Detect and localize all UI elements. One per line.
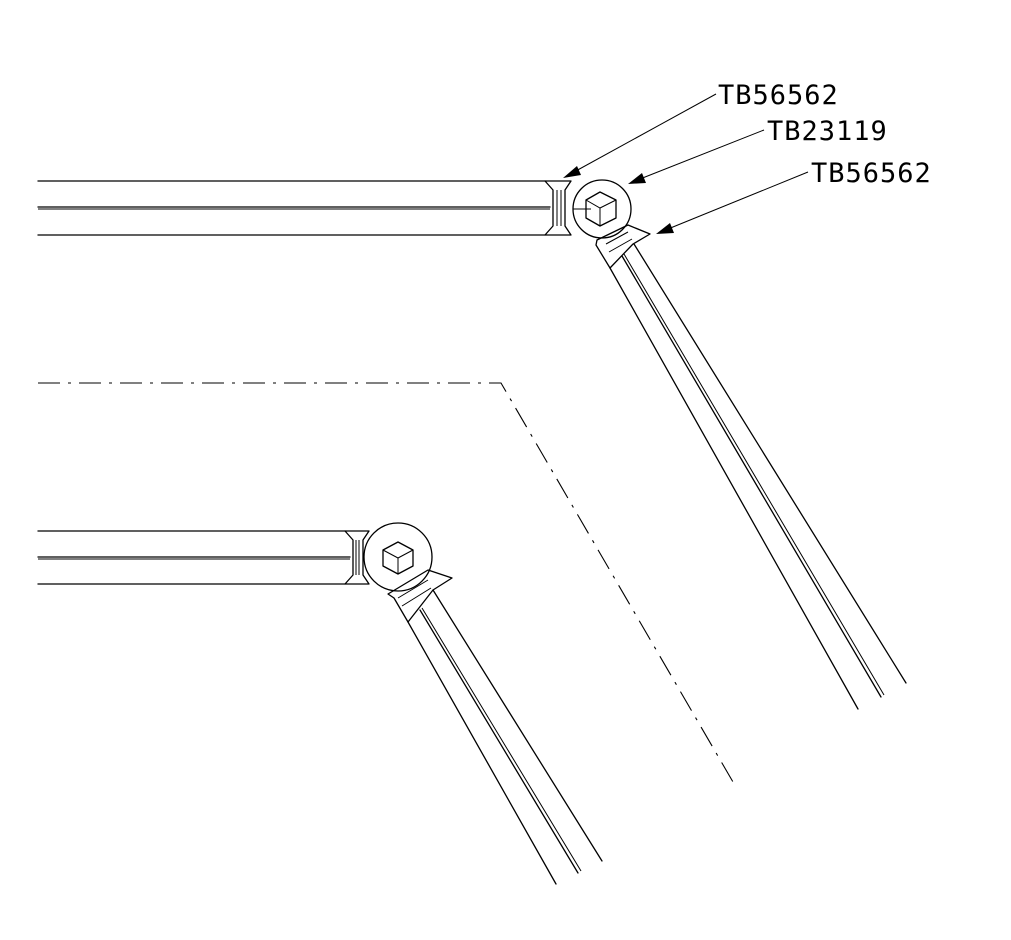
upper-horizontal-profile (37, 180, 551, 236)
lower-diagonal-profile (407, 589, 603, 885)
lower-left-connector-clip (344, 530, 370, 585)
leader-2 (628, 129, 765, 184)
upper-lower-connector-clip (595, 224, 651, 269)
center-line (38, 382, 734, 783)
lower-round-connector (363, 522, 433, 592)
upper-left-connector-clip (544, 180, 572, 236)
callout-label-2: TB23119 (767, 116, 888, 147)
upper-round-connector (572, 179, 632, 239)
leader-1 (563, 93, 717, 178)
upper-diagonal-profile (609, 243, 907, 710)
leader-3 (656, 171, 809, 234)
lower-lower-connector-clip (387, 569, 453, 623)
callout-label-1: TB56562 (718, 80, 839, 111)
callout-label-3: TB56562 (811, 158, 932, 189)
lower-horizontal-profile (37, 530, 351, 585)
